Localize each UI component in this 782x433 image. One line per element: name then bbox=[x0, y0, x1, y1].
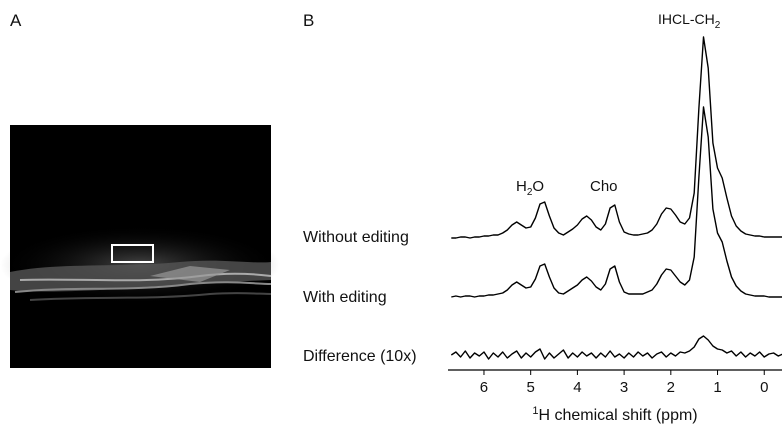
x-tick-label: 6 bbox=[480, 379, 488, 396]
panel-label: A bbox=[10, 11, 22, 30]
x-axis-label-text: H chemical shift (ppm) bbox=[538, 407, 697, 424]
spectrum-line bbox=[451, 107, 782, 297]
x-axis-label: 1H chemical shift (ppm) bbox=[532, 405, 697, 424]
panel-label: B bbox=[303, 11, 314, 30]
annotation: IHCL-CH2 bbox=[658, 11, 721, 31]
x-tick-label: 3 bbox=[620, 379, 628, 396]
annotation-text: H bbox=[516, 178, 527, 195]
x-tick-label: 4 bbox=[573, 379, 581, 396]
series-label: Difference (10x) bbox=[303, 348, 417, 365]
x-tick-label: 1 bbox=[713, 379, 721, 396]
x-tick-label: 2 bbox=[667, 379, 675, 396]
series-label: Without editing bbox=[303, 229, 409, 246]
annotation: H2O bbox=[516, 178, 544, 198]
series-label: With editing bbox=[303, 289, 387, 306]
x-tick-label: 5 bbox=[527, 379, 535, 396]
figure: A B IHCL-CH2 H2O Cho 1H chemical shift (… bbox=[0, 0, 782, 428]
annotation-sub: 2 bbox=[715, 20, 721, 31]
x-tick-label: 0 bbox=[760, 379, 768, 396]
annotation-text: IHCL-CH bbox=[658, 11, 715, 27]
spectrum-line bbox=[451, 336, 782, 359]
spectrum-line bbox=[451, 37, 782, 238]
annotation-text: O bbox=[532, 178, 544, 195]
mri-image bbox=[0, 125, 280, 368]
annotation: Cho bbox=[590, 178, 618, 195]
